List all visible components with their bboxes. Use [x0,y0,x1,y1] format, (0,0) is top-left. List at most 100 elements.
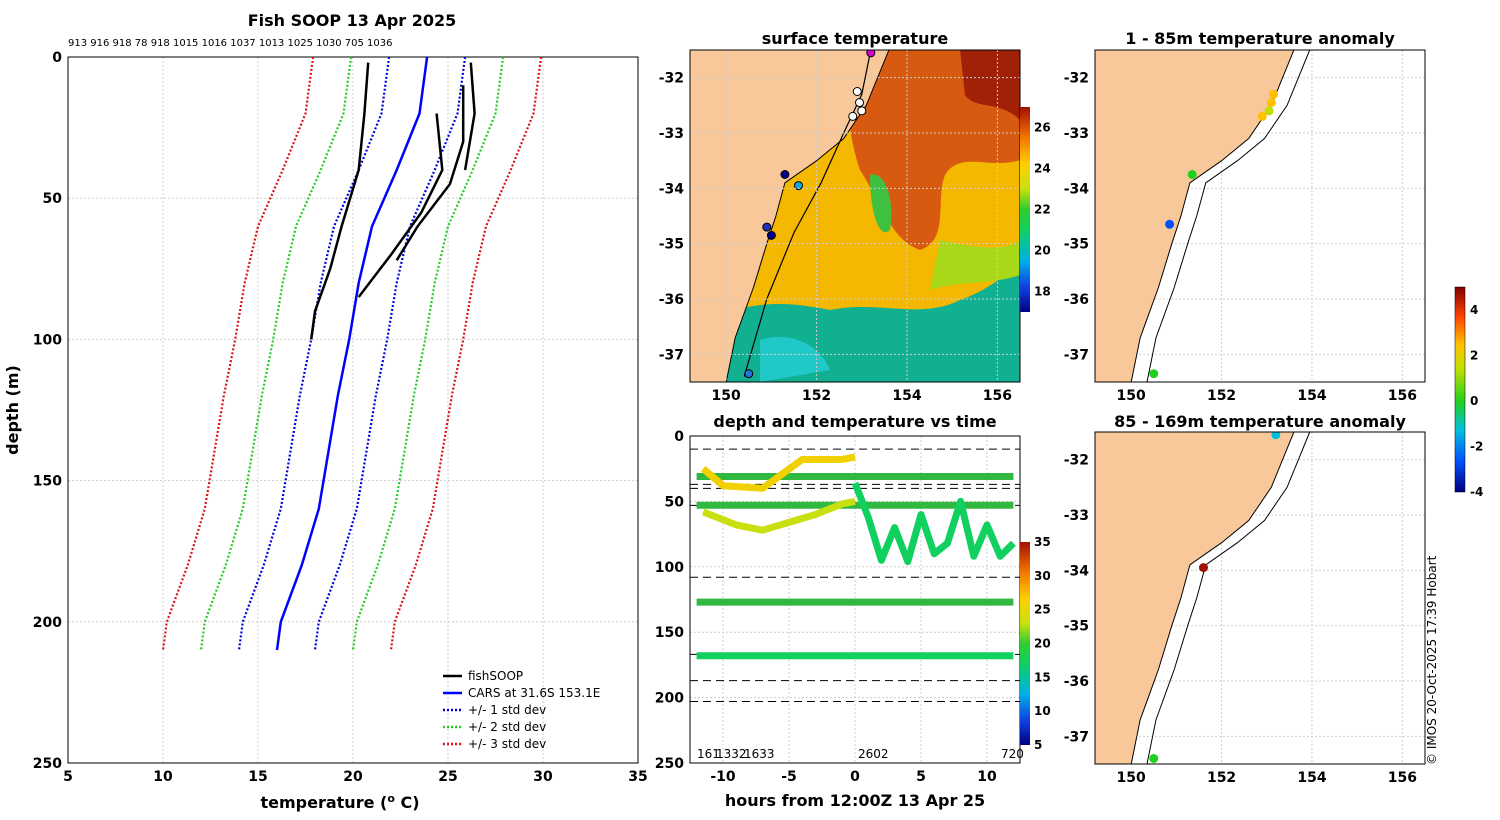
sst-panel: surface temperature 150 152 154 156 -32-33-… [659,29,1051,404]
profile-x-label: temperature (o C) [260,792,419,812]
y-tick-label: -33 [1064,126,1089,142]
anomaly-point [1198,563,1208,573]
y-tick-label: -32 [659,71,684,87]
timeseries-colorbar-tick: 15 [1034,670,1051,684]
timeseries-track [851,481,1016,566]
x-tick-label: 156 [1388,770,1417,786]
x-tick-label: 30 [533,769,553,785]
x-tick-label: 152 [1207,388,1236,404]
sst-point [857,106,867,116]
fishsoop-profile-line [357,113,444,298]
x-tick-label: 156 [1388,388,1417,404]
y-tick-label: 0 [52,50,62,66]
anomaly-point [1271,432,1281,440]
std-3-line [389,56,543,651]
anomaly-shallow-panel: 1 - 85m temperature anomaly 150 152 154 156… [1064,29,1426,404]
x-tick-label: 154 [1297,388,1326,404]
profile-std-lines [161,56,543,651]
y-tick-label: 100 [33,332,62,348]
y-tick-label: 200 [33,615,62,631]
anomaly-point [1264,106,1274,116]
anomaly-colorbar-tick: -2 [1470,439,1483,453]
timeseries-colorbar [1020,542,1030,745]
y-tick-label: 0 [674,429,684,445]
anomaly-deep-y-ticks: -32 -33 -34 -35 -36 -37 [1064,453,1090,746]
y-tick-label: 100 [655,560,684,576]
x-tick-label: 150 [1117,388,1146,404]
legend-label-std2: +/- 2 std dev [468,720,546,734]
sst-map-area [690,50,1020,382]
profile-x-ticks: 5 10 15 20 25 30 35 [63,769,648,785]
y-tick-label: -37 [1064,347,1089,363]
x-tick-label: -5 [781,769,797,785]
bottom-label: 1633 [744,747,775,761]
std-1-line [313,56,467,651]
anomaly-deep-panel: 85 - 169m temperature anomaly 150 152 154 1… [1064,412,1426,786]
sst-colorbar-tick: 24 [1034,162,1051,176]
anomaly-deep-points [1149,432,1281,763]
y-tick-label: -34 [659,181,685,197]
sst-point [855,98,865,108]
sst-point [744,369,754,379]
y-tick-label: -32 [1064,453,1089,469]
y-tick-label: -36 [1064,292,1089,308]
fishsoop-profile-line [463,62,476,171]
sst-colorbar-tick: 20 [1034,244,1051,258]
anomaly-shallow-isobath [1146,50,1311,382]
sst-colorbar-tick: 22 [1034,203,1051,217]
timeseries-tracks [696,453,1016,660]
timeseries-colorbar-tick: 10 [1034,704,1051,718]
x-tick-label: 152 [802,388,831,404]
anomaly-deep-map [1095,432,1311,764]
std-2-line [351,56,505,651]
anomaly-point [1149,369,1159,379]
sst-point [780,170,790,179]
sst-point [852,87,862,96]
sst-colorbar-tick: 18 [1034,285,1051,299]
x-tick-label: 15 [248,769,267,785]
sst-title: surface temperature [762,29,949,48]
std-3-line [161,56,315,651]
profile-legend: fishSOOP CARS at 31.6S 153.1E +/- 1 std … [443,669,600,751]
y-tick-label: -32 [1064,71,1089,87]
profile-y-ticks: 0 50 100 150 200 250 [33,50,62,772]
x-tick-label: 154 [1297,770,1326,786]
timeseries-colorbar-tick: 5 [1034,738,1042,752]
sst-eddy-green [870,174,892,233]
anomaly-point [1269,89,1279,99]
profile-y-label: depth (m) [3,365,22,455]
x-tick-label: 25 [438,769,457,785]
y-tick-label: 150 [33,474,62,490]
legend-label-fishsoop: fishSOOP [468,669,523,683]
y-tick-label: 250 [655,756,684,772]
sst-y-ticks: -32 -33 -34 -35 -36 -37 [659,71,685,364]
anomaly-colorbar-tick: 2 [1470,348,1478,362]
y-tick-label: 50 [665,494,685,510]
anomaly-colorbar-tick: 0 [1470,394,1478,408]
sst-colorbar-tick: 26 [1034,121,1051,135]
anomaly-shallow-y-ticks: -32 -33 -34 -35 -36 -37 [1064,71,1090,364]
anomaly-colorbar [1454,286,1466,493]
x-tick-label: 10 [977,769,997,785]
anomaly-shallow-land [1095,50,1295,382]
profile-title: Fish SOOP 13 Apr 2025 [248,11,457,30]
timeseries-colorbar-tick: 25 [1034,603,1051,617]
anomaly-deep-land [1095,432,1295,764]
anomaly-shallow-axes-box [1094,49,1426,383]
timeseries-bottom-labels: 161 1332 1633 2602 720 [697,747,1024,761]
sst-hot-patch [960,50,1020,120]
x-tick-label: 5 [63,769,73,785]
legend-label-std3: +/- 3 std dev [468,737,546,751]
sst-front [930,240,1020,290]
x-tick-label: 150 [1117,770,1146,786]
y-tick-label: -33 [1064,508,1089,524]
sst-x-ticks: 150 152 154 156 [712,388,1012,404]
x-tick-label: 20 [343,769,363,785]
anomaly-point [1149,753,1159,763]
sst-point [793,181,803,191]
cars-profile-line [275,56,429,651]
fishsoop-profile-line [395,85,465,261]
bottom-label: 2602 [858,747,889,761]
sst-colorbar [1020,107,1030,312]
